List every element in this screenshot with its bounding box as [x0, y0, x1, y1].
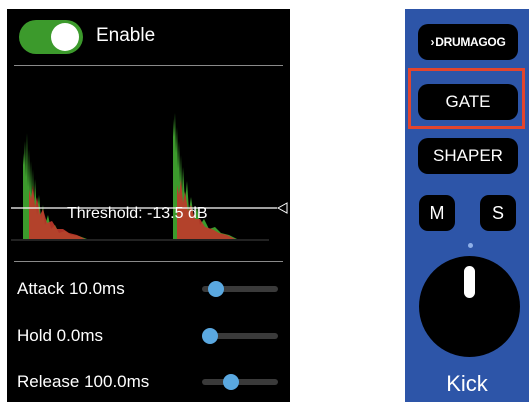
attack-label: Attack 10.0ms: [17, 278, 125, 300]
drumagog-logo-icon: ›: [431, 35, 435, 49]
solo-button-label: S: [492, 203, 504, 224]
hold-row: Hold 0.0ms: [7, 316, 290, 356]
knob-indicator-dot: [468, 243, 473, 248]
gate-button[interactable]: GATE: [418, 84, 518, 120]
mute-button-label: M: [430, 203, 445, 224]
shaper-button-label: SHAPER: [433, 146, 503, 166]
drumagog-button[interactable]: › DRUMAGOG: [418, 24, 518, 60]
attack-slider[interactable]: [198, 279, 282, 299]
enable-row: Enable: [7, 9, 290, 65]
hold-slider[interactable]: [198, 326, 282, 346]
solo-button[interactable]: S: [480, 195, 516, 231]
release-row: Release 100.0ms: [7, 362, 290, 402]
hold-slider-thumb[interactable]: [202, 328, 218, 344]
release-slider-thumb[interactable]: [223, 374, 239, 390]
threshold-handle-icon[interactable]: [278, 203, 287, 213]
divider-mid: [14, 261, 283, 262]
gate-waveform-display: [7, 69, 290, 259]
knob-pointer: [464, 266, 475, 298]
threshold-label: Threshold: -13.5 dB: [67, 204, 208, 224]
gate-panel: Enable Threshold: -13.5 dB Attack 10.0ms: [7, 9, 290, 402]
gate-button-label: GATE: [445, 92, 490, 112]
enable-label: Enable: [96, 24, 155, 48]
drumagog-button-label: DRUMAGOG: [435, 35, 505, 49]
channel-strip: › DRUMAGOG GATE SHAPER M S Kick: [405, 9, 529, 402]
release-slider-track: [202, 379, 278, 385]
release-slider[interactable]: [198, 372, 282, 392]
volume-knob-icon[interactable]: [419, 256, 520, 357]
channel-name: Kick: [405, 371, 529, 397]
shaper-button[interactable]: SHAPER: [418, 138, 518, 174]
toggle-knob: [51, 23, 79, 51]
attack-row: Attack 10.0ms: [7, 269, 290, 309]
release-label: Release 100.0ms: [17, 371, 149, 393]
hold-label: Hold 0.0ms: [17, 325, 103, 347]
enable-toggle[interactable]: [19, 20, 83, 54]
attack-slider-thumb[interactable]: [208, 281, 224, 297]
divider-top: [14, 65, 283, 66]
mute-button[interactable]: M: [419, 195, 455, 231]
